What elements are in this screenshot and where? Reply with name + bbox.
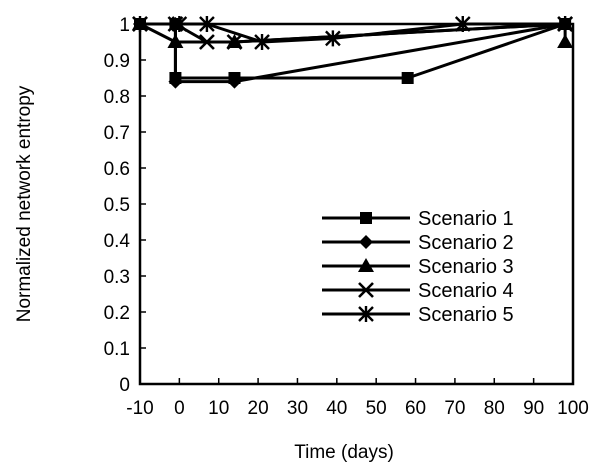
series-2-point bbox=[168, 74, 183, 89]
y-tick-label: 0.5 bbox=[104, 195, 130, 216]
y-tick-label: 0.7 bbox=[104, 123, 130, 144]
x-tick-label: 100 bbox=[557, 398, 589, 419]
legend-marker bbox=[358, 258, 374, 272]
x-tick-label: 10 bbox=[208, 398, 229, 419]
series-2-point bbox=[227, 74, 242, 89]
x-tick-label: 30 bbox=[287, 398, 308, 419]
series-5-point bbox=[254, 34, 270, 50]
y-tick-label: 0.1 bbox=[104, 339, 130, 360]
y-tick-label: 0.6 bbox=[104, 159, 130, 180]
legend-marker bbox=[360, 212, 372, 224]
series-4-point bbox=[226, 34, 243, 50]
legend-item-1: Scenario 1 bbox=[322, 208, 514, 230]
y-tick-label: 0.3 bbox=[104, 267, 130, 288]
legend-marker bbox=[358, 306, 374, 322]
legend-label: Scenario 5 bbox=[418, 304, 514, 326]
legend-marker bbox=[358, 282, 374, 298]
legend-item-2: Scenario 2 bbox=[322, 232, 514, 254]
series-2-line bbox=[140, 22, 566, 84]
legend-item-5: Scenario 5 bbox=[322, 304, 514, 326]
x-tick-label: 80 bbox=[484, 398, 505, 419]
x-tick-label: 90 bbox=[523, 398, 544, 419]
x-tick-label: 50 bbox=[366, 398, 387, 419]
x-axis-title: Time (days) bbox=[294, 442, 394, 463]
legend-marker bbox=[359, 235, 373, 249]
x-tick-label: 60 bbox=[405, 398, 426, 419]
series-3-point bbox=[167, 34, 184, 48]
y-tick-label: 1 bbox=[119, 15, 130, 36]
legend-label: Scenario 1 bbox=[418, 208, 514, 230]
y-tick-label: 0.4 bbox=[104, 231, 131, 252]
y-tick-label: 0.9 bbox=[104, 51, 130, 72]
legend-label: Scenario 4 bbox=[418, 280, 514, 302]
y-tick-label: 0.2 bbox=[104, 303, 130, 324]
legend-label: Scenario 2 bbox=[418, 232, 514, 254]
series-3-point bbox=[557, 34, 574, 48]
x-tick-label: -10 bbox=[126, 398, 153, 419]
series-layer bbox=[132, 16, 574, 89]
y-axis-title: Normalized network entropy bbox=[14, 85, 35, 322]
ticks-layer: -10 0 10 20 30 40 50 60 70 80 90 10000.10.20.30.40.… bbox=[104, 15, 589, 419]
x-tick-label: 70 bbox=[444, 398, 465, 419]
legend-label: Scenario 3 bbox=[418, 256, 514, 278]
legend-item-3: Scenario 3 bbox=[322, 256, 514, 278]
x-tick-label: 40 bbox=[326, 398, 347, 419]
y-tick-label: 0.8 bbox=[104, 87, 130, 108]
x-tick-label: 0 bbox=[174, 398, 185, 419]
series-1-line bbox=[140, 22, 566, 80]
series-1-point bbox=[401, 72, 414, 84]
y-tick-label: 0 bbox=[119, 375, 130, 396]
legend-item-4: Scenario 4 bbox=[322, 280, 514, 302]
x-tick-label: 20 bbox=[248, 398, 269, 419]
series-5-point bbox=[325, 30, 341, 47]
series-4-point bbox=[198, 34, 215, 50]
